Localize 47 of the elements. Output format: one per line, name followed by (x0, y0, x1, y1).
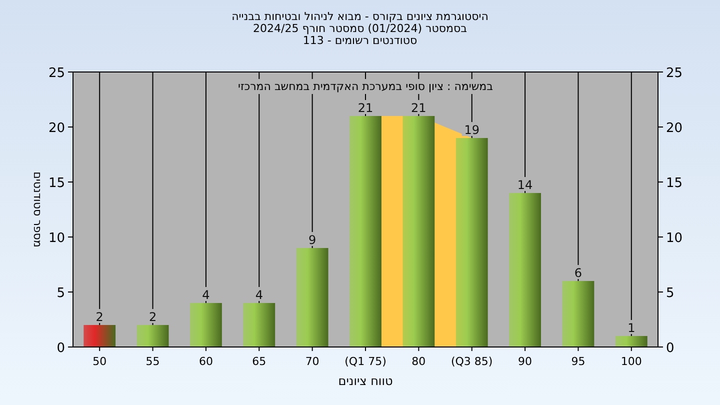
y-tick-label: 25 (48, 66, 65, 81)
x-tick-label: 90 (518, 355, 532, 368)
x-tick-label: (Q1 75) (344, 355, 386, 368)
data-label: 21 (411, 101, 426, 115)
data-label: 6 (574, 266, 582, 280)
x-tick-label: 55 (146, 355, 160, 368)
y-tick-label: 15 (48, 176, 65, 191)
data-label: 1 (628, 321, 636, 335)
y2-tick-label: 0 (666, 341, 674, 356)
x-tick-label: 95 (571, 355, 586, 368)
bar (296, 248, 328, 347)
bar (243, 303, 276, 347)
data-label: 21 (358, 101, 374, 115)
annotation: במשימה : ציון סופי במערכת האקדמית במחשב המרכזי (238, 80, 493, 93)
data-label: 4 (255, 288, 263, 302)
x-tick-label: 100 (620, 355, 642, 368)
chart-subtitle: בסמסטר (01/2024) סמסטר חורף 2024/25 סטודנטים רשומים - 113 (253, 22, 467, 47)
y2-tick-label: 10 (666, 231, 683, 246)
y2-tick-label: 15 (666, 176, 683, 191)
y-axis-title: מספר סטודנטים (31, 172, 44, 248)
data-label: 4 (202, 288, 210, 302)
y-tick-label: 20 (48, 121, 65, 136)
data-label: 2 (148, 310, 157, 324)
chart-title: היסטוגרמת ציונים בקורס - מבוא לניהול ובטיחות בבנייה (232, 10, 488, 23)
data-label: 14 (517, 178, 533, 192)
bar (615, 336, 648, 347)
y-tick-label: 10 (48, 231, 65, 246)
x-axis-title: טווח ציונים (338, 374, 393, 388)
bar (562, 281, 594, 347)
bar (84, 325, 116, 347)
bar (136, 325, 169, 347)
x-tick-label: 70 (305, 355, 320, 368)
data-label: 2 (96, 310, 104, 324)
x-tick-label: (Q3 85) (450, 355, 493, 368)
x-tick-label: 80 (412, 355, 426, 368)
y2-tick-label: 20 (666, 121, 683, 136)
data-label: 9 (308, 233, 316, 247)
data-label: 19 (464, 123, 480, 137)
y2-tick-label: 5 (666, 286, 674, 301)
x-tick-label: 60 (198, 355, 213, 368)
bar (190, 303, 222, 347)
y2-tick-label: 25 (666, 66, 683, 81)
x-tick-label: 65 (252, 355, 266, 368)
y-tick-label: 5 (56, 286, 65, 301)
bar (509, 193, 541, 347)
y-tick-label: 0 (56, 341, 65, 356)
x-tick-label: 50 (92, 355, 107, 368)
